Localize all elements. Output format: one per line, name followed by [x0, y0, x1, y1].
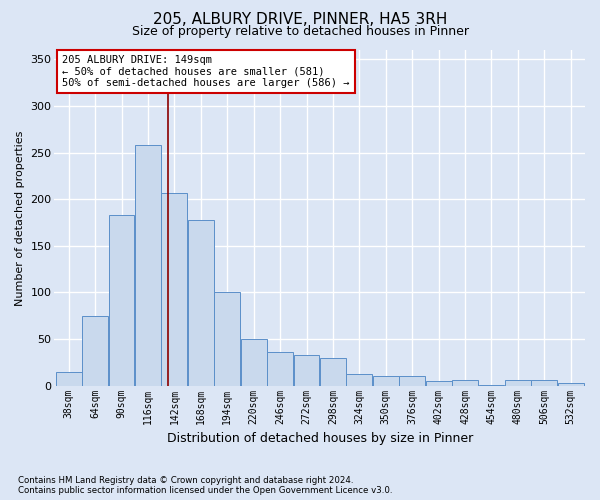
Text: Contains HM Land Registry data © Crown copyright and database right 2024.: Contains HM Land Registry data © Crown c…: [18, 476, 353, 485]
Bar: [241, 339, 266, 386]
Bar: [267, 352, 293, 386]
Text: 205, ALBURY DRIVE, PINNER, HA5 3RH: 205, ALBURY DRIVE, PINNER, HA5 3RH: [153, 12, 447, 28]
Y-axis label: Number of detached properties: Number of detached properties: [15, 130, 25, 306]
Bar: [56, 372, 82, 386]
Bar: [479, 384, 505, 386]
Bar: [161, 192, 187, 386]
X-axis label: Distribution of detached houses by size in Pinner: Distribution of detached houses by size …: [167, 432, 473, 445]
Bar: [214, 292, 240, 386]
Bar: [373, 376, 399, 386]
Text: Contains public sector information licensed under the Open Government Licence v3: Contains public sector information licen…: [18, 486, 392, 495]
Bar: [399, 376, 425, 386]
Text: Size of property relative to detached houses in Pinner: Size of property relative to detached ho…: [131, 25, 469, 38]
Bar: [505, 380, 531, 386]
Bar: [558, 383, 584, 386]
Bar: [320, 358, 346, 386]
Bar: [82, 316, 108, 386]
Bar: [188, 220, 214, 386]
Bar: [109, 215, 134, 386]
Text: 205 ALBURY DRIVE: 149sqm
← 50% of detached houses are smaller (581)
50% of semi-: 205 ALBURY DRIVE: 149sqm ← 50% of detach…: [62, 55, 350, 88]
Bar: [135, 145, 161, 386]
Bar: [293, 355, 319, 386]
Bar: [346, 374, 373, 386]
Bar: [532, 380, 557, 386]
Bar: [452, 380, 478, 386]
Bar: [425, 381, 452, 386]
